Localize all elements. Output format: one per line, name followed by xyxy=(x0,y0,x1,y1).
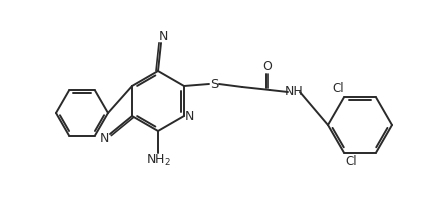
Text: N: N xyxy=(99,132,109,145)
Text: S: S xyxy=(209,78,218,91)
Text: N: N xyxy=(184,111,193,124)
Text: O: O xyxy=(262,59,271,72)
Text: NH$_2$: NH$_2$ xyxy=(145,153,170,168)
Text: Cl: Cl xyxy=(331,82,343,95)
Text: N: N xyxy=(158,29,167,43)
Text: Cl: Cl xyxy=(344,155,356,168)
Text: NH: NH xyxy=(284,85,302,98)
